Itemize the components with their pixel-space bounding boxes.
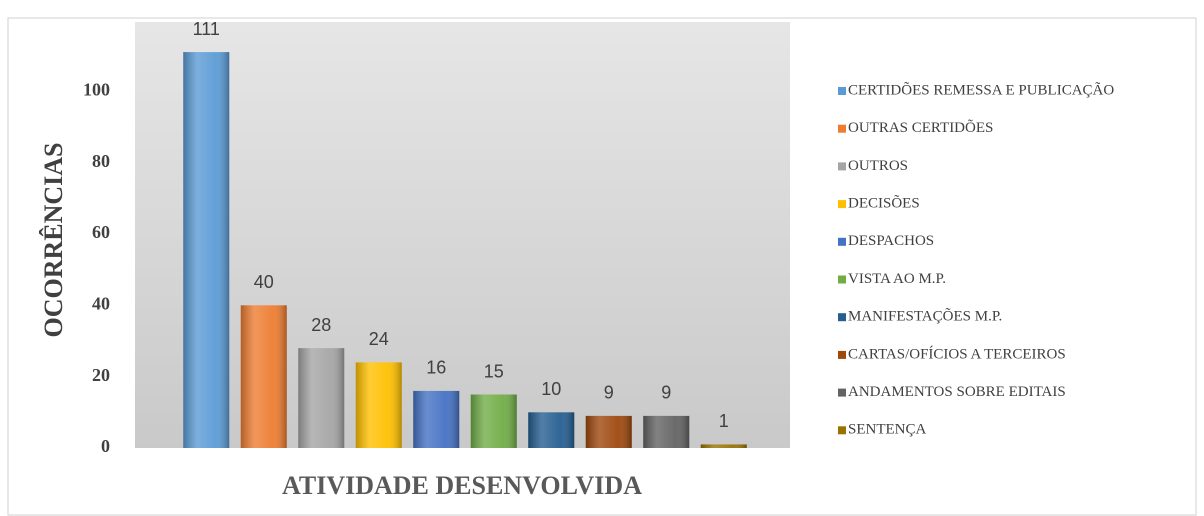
legend-label: OUTRAS CERTIDÕES — [848, 119, 993, 136]
y-tick-label: 40 — [92, 293, 110, 313]
y-tick-label: 0 — [101, 436, 110, 456]
legend-label: DESPACHOS — [848, 233, 934, 249]
bar-shade — [298, 348, 345, 448]
data-label: 16 — [426, 358, 446, 378]
legend-label: DECISÕES — [848, 195, 920, 212]
data-label: 10 — [541, 379, 561, 399]
y-tick-label: 60 — [92, 222, 110, 242]
plot-area — [135, 22, 790, 448]
legend-label: CERTIDÕES REMESSA E PUBLICAÇÃO — [848, 81, 1114, 98]
bar-shade — [240, 305, 287, 448]
legend-label: ANDAMENTOS SOBRE EDITAIS — [848, 384, 1066, 400]
bar-shade — [643, 415, 690, 448]
legend-label: OUTROS — [848, 158, 908, 174]
legend-label: MANIFESTAÇÕES M.P. — [848, 308, 1002, 325]
bar-shade — [183, 52, 230, 448]
data-label: 9 — [604, 383, 614, 403]
legend-swatch — [838, 87, 846, 95]
legend-swatch — [838, 237, 846, 246]
data-label: 111 — [193, 19, 220, 39]
legend-swatch — [838, 426, 846, 435]
x-axis-title: ATIVIDADE DESENVOLVIDA — [282, 471, 642, 500]
y-tick-label: 20 — [92, 365, 110, 385]
bar-shade — [355, 362, 402, 448]
y-tick-label: 80 — [92, 151, 110, 171]
data-label: 9 — [661, 383, 671, 403]
data-label: 1 — [719, 411, 729, 431]
bar-shade — [470, 394, 517, 448]
legend-label: VISTA AO M.P. — [848, 271, 946, 287]
data-label: 15 — [484, 361, 504, 381]
bar-shade — [585, 415, 632, 448]
legend-swatch — [838, 200, 846, 209]
legend-swatch — [838, 162, 846, 171]
legend-swatch — [838, 388, 846, 397]
y-tick-label: 100 — [83, 79, 110, 99]
data-label: 28 — [311, 315, 331, 335]
bar-shade — [528, 412, 575, 448]
legend-swatch — [838, 313, 846, 322]
y-axis-title: OCORRÊNCIAS — [39, 142, 68, 337]
data-label: 24 — [369, 329, 389, 349]
data-label: 40 — [254, 272, 274, 292]
legend-label: CARTAS/OFÍCIOS A TERCEIROS — [848, 345, 1066, 362]
bar-shade — [413, 390, 460, 448]
bar-shade — [700, 444, 747, 448]
legend-swatch — [838, 275, 846, 284]
legend-label: SENTENÇA — [848, 422, 927, 438]
legend-swatch — [838, 350, 846, 359]
legend-swatch — [838, 124, 846, 133]
